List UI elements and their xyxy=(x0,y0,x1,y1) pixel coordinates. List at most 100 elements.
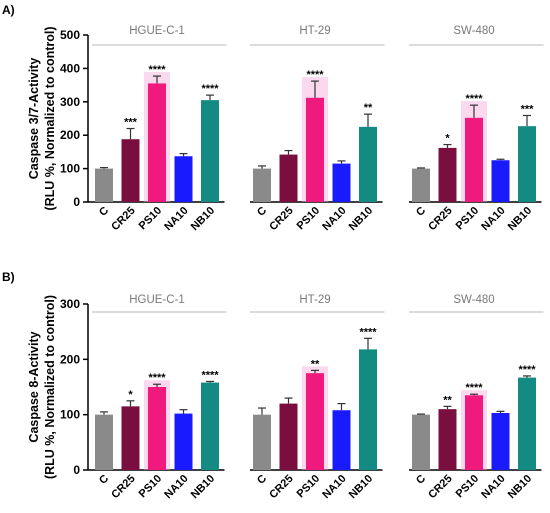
error-bar xyxy=(337,160,346,164)
x-tick-label: CR25 xyxy=(426,205,454,233)
error-bar xyxy=(523,114,531,127)
y-axis-label-units: (RLU %, Normalized to control) xyxy=(43,26,57,210)
x-tick-label: NA10 xyxy=(479,205,507,233)
bar-na10 xyxy=(332,410,351,470)
significance-marker: **** xyxy=(359,326,377,338)
x-tick-label: NA10 xyxy=(320,205,348,233)
bar-ps10 xyxy=(465,395,483,470)
bar-nb10 xyxy=(518,377,536,470)
error-bar xyxy=(364,337,372,350)
x-tick-label: NB10 xyxy=(347,205,375,233)
error-bar xyxy=(284,149,293,155)
significance-marker: **** xyxy=(148,64,166,76)
x-tick-label: NA10 xyxy=(162,473,190,501)
error-bar xyxy=(496,158,505,161)
y-tick-label: 100 xyxy=(60,162,80,176)
bar-nb10 xyxy=(359,126,377,202)
panel-b-caspase-8: B) Caspase 8-Activity (RLU %, Normalized t… xyxy=(2,270,544,501)
y-tick-label: 0 xyxy=(73,195,80,209)
significance-marker: **** xyxy=(201,83,219,95)
significance-marker: *** xyxy=(521,103,535,115)
error-bar xyxy=(258,165,266,169)
significance-marker: ** xyxy=(443,394,452,406)
x-tick-label: PS10 xyxy=(454,205,482,233)
x-tick-label: NA10 xyxy=(162,205,190,233)
x-tick-label: NB10 xyxy=(506,205,534,233)
error-bar xyxy=(126,127,135,140)
significance-marker: ** xyxy=(364,102,373,114)
bar-c xyxy=(95,168,113,202)
bar-nb10 xyxy=(201,100,219,202)
y-tick-label: 0 xyxy=(73,463,80,477)
y-tick-label: 400 xyxy=(60,61,80,75)
bar-cr25 xyxy=(438,409,457,470)
x-tick-label: NB10 xyxy=(189,205,217,233)
bar-ps10 xyxy=(465,117,483,202)
x-tick-label: PS10 xyxy=(295,205,323,233)
bar-c xyxy=(253,414,271,470)
error-bar xyxy=(311,80,319,98)
group-title: SW-480 xyxy=(453,294,494,306)
x-tick-label: C xyxy=(97,205,111,219)
bar-c xyxy=(253,168,271,202)
x-tick-label: C xyxy=(255,205,269,219)
x-tick-label: NA10 xyxy=(320,473,348,501)
x-tick-label: PS10 xyxy=(137,205,165,233)
panel-a-caspase-3-7: A) Caspase 3/7-Activity (RLU %, Normalized… xyxy=(2,3,544,233)
error-bar xyxy=(443,143,452,148)
error-bar xyxy=(179,152,188,157)
error-bar xyxy=(443,405,452,410)
error-bar xyxy=(179,409,188,414)
y-tick-label: 300 xyxy=(60,95,80,109)
group-title: HT-29 xyxy=(299,294,330,306)
y-tick-label: 300 xyxy=(60,297,80,311)
error-bar xyxy=(206,94,214,101)
significance-marker: **** xyxy=(518,364,536,376)
error-bar xyxy=(100,166,108,169)
x-tick-label: CR25 xyxy=(267,205,295,233)
error-bar xyxy=(337,403,346,411)
x-tick-label: PS10 xyxy=(137,473,165,501)
y-tick-label: 100 xyxy=(60,408,80,422)
x-tick-label: C xyxy=(414,473,428,487)
significance-marker: **** xyxy=(465,93,483,105)
x-tick-label: C xyxy=(97,473,111,487)
error-bar xyxy=(417,167,425,169)
group-title: SW-480 xyxy=(453,25,494,37)
significance-marker: **** xyxy=(306,69,324,81)
error-bar xyxy=(364,113,372,127)
significance-marker: **** xyxy=(201,369,219,381)
bar-na10 xyxy=(491,160,510,202)
error-bar xyxy=(470,393,478,396)
error-bar xyxy=(496,410,505,414)
bar-c xyxy=(412,168,430,202)
group-title: HGUE-C-1 xyxy=(129,25,185,37)
panel-letter: B) xyxy=(2,270,15,284)
y-axis-label: Caspase 3/7-Activity xyxy=(27,58,41,180)
bar-na10 xyxy=(491,413,510,470)
error-bar xyxy=(417,413,425,415)
bar-cr25 xyxy=(121,406,140,470)
panel-letter: A) xyxy=(2,3,15,17)
significance-marker: *** xyxy=(124,117,138,129)
x-tick-label: CR25 xyxy=(109,205,137,233)
bar-ps10 xyxy=(148,387,166,470)
error-bar xyxy=(153,383,161,387)
x-tick-label: NB10 xyxy=(347,473,375,501)
x-tick-label: CR25 xyxy=(426,473,454,501)
significance-marker: ** xyxy=(311,358,320,370)
y-tick-label: 200 xyxy=(60,128,80,142)
error-bar xyxy=(100,411,108,415)
bar-ps10 xyxy=(306,373,324,470)
bar-cr25 xyxy=(279,403,298,470)
y-axis-label: Caspase 8-Activity xyxy=(27,331,41,442)
bar-nb10 xyxy=(518,126,536,202)
bar-nb10 xyxy=(201,382,219,470)
group-title: HGUE-C-1 xyxy=(129,294,185,306)
x-tick-label: PS10 xyxy=(454,473,482,501)
x-tick-label: PS10 xyxy=(295,473,323,501)
